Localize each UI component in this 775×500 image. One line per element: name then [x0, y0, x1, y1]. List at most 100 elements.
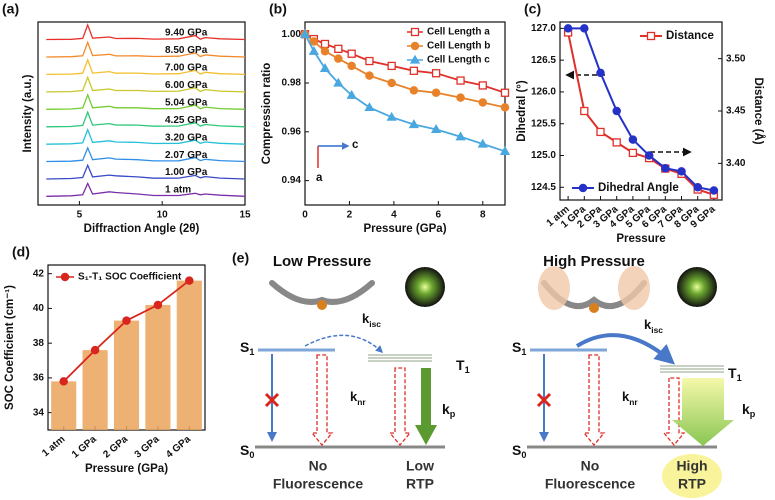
plot-frame	[304, 21, 506, 206]
marker	[309, 37, 319, 46]
marker	[122, 316, 131, 325]
plot-frame	[37, 21, 246, 206]
rtp-arrow	[672, 378, 734, 446]
s1-label: S1	[240, 339, 254, 358]
marker	[499, 146, 511, 155]
x-tick-label: 10	[157, 210, 169, 221]
x-tick-label: 2	[347, 210, 353, 221]
bar	[82, 350, 108, 430]
y-tick-label: 1.00	[282, 29, 302, 40]
y-tick-label: 42	[33, 268, 45, 279]
marker	[430, 124, 442, 134]
s1-label-main: S	[240, 339, 249, 355]
spectrum	[46, 110, 246, 128]
kisc-label-main: k	[644, 317, 652, 332]
marker	[387, 61, 396, 71]
x-tick-label: 0	[302, 210, 308, 221]
t1-label: T1	[728, 365, 742, 384]
y-tick-label: 0.98	[282, 78, 302, 89]
hand	[618, 266, 650, 310]
s1-label-sub: 1	[249, 347, 254, 357]
series-label: 4.25 GPa	[165, 115, 208, 126]
y2-tick-label: 3.40	[726, 158, 746, 169]
x-tick-label: 3 GPa	[133, 434, 162, 461]
knr-label-sub: nr	[629, 397, 638, 407]
y-tick-label: 126.5	[531, 55, 556, 66]
x-axis-label: Pressure	[616, 233, 665, 245]
s0-label: S0	[240, 442, 254, 461]
panel-label: (a)	[2, 1, 19, 17]
panel-title: High Pressure	[543, 253, 645, 270]
series-line	[568, 27, 715, 192]
spectrum	[46, 127, 246, 145]
marker	[477, 138, 488, 148]
y-tick-label: 36	[33, 373, 45, 384]
hollow-arrow	[582, 354, 606, 447]
knr-label: knr	[350, 389, 366, 407]
s1-label-sub: 1	[521, 347, 526, 357]
outcome-label: RTP	[678, 476, 706, 492]
t1-label: T1	[456, 357, 470, 376]
blocked-mark	[264, 392, 280, 408]
blocked-mark	[536, 392, 552, 408]
y-tick-label: 126.0	[531, 87, 556, 98]
spectrum	[46, 181, 246, 197]
bar	[113, 320, 140, 430]
emission-photo	[405, 267, 445, 307]
marker	[386, 111, 397, 121]
x-axis-label: Pressure (GPa)	[85, 463, 168, 475]
marker	[596, 68, 605, 78]
marker	[334, 54, 343, 63]
marker	[580, 24, 589, 33]
y-tick-label: 0.94	[282, 175, 302, 186]
marker	[334, 44, 343, 53]
marker	[409, 86, 419, 95]
series-label: 2.07 GPa	[165, 150, 208, 161]
x-tick-label: 15	[239, 210, 251, 221]
spectrum	[46, 92, 246, 110]
legend-label: Cell Length a	[427, 27, 490, 38]
hollow-arrow	[310, 354, 334, 447]
kp-label: kp	[742, 401, 756, 420]
kisc-label-sub: isc	[651, 325, 663, 335]
panel-label: (b)	[269, 1, 287, 17]
x-tick-label: 8	[480, 210, 486, 221]
marker	[456, 93, 465, 102]
emission-photo	[677, 267, 717, 307]
kp-label-sub: p	[450, 409, 456, 419]
outcome-label: No	[309, 458, 328, 474]
s0-label-sub: 0	[249, 450, 254, 460]
series-label: 5.04 GPa	[165, 97, 208, 108]
marker	[431, 69, 441, 78]
s0-label-sub: 0	[521, 450, 526, 460]
s0-label-main: S	[240, 442, 249, 458]
marker	[431, 88, 441, 98]
legend-label: Cell Length b	[427, 41, 490, 52]
marker	[456, 76, 465, 85]
marker	[153, 300, 163, 310]
outcome-label: Low	[406, 458, 434, 474]
isc-arrow	[575, 333, 676, 365]
marker	[308, 45, 320, 55]
marker	[299, 28, 311, 38]
y-axis-label: Compression ratio	[261, 63, 273, 165]
spectrum	[46, 40, 246, 58]
legend-label: Dihedral Angle	[598, 182, 679, 194]
marker	[596, 127, 605, 137]
knr-label-main: k	[350, 389, 358, 404]
marker	[646, 31, 656, 41]
panel-title: Low Pressure	[273, 253, 371, 270]
y-tick-label: 0.96	[282, 126, 302, 137]
s1-label-main: S	[512, 339, 521, 355]
t1-label-main: T	[728, 365, 737, 381]
kisc-label-main: k	[362, 311, 370, 326]
y-tick-label: 40	[33, 303, 45, 314]
t1-label-sub: 1	[737, 373, 742, 383]
panel-label: (d)	[12, 244, 30, 260]
marker	[365, 71, 374, 80]
marker	[364, 102, 375, 112]
hollow-arrow	[388, 367, 412, 447]
knr-label: knr	[622, 389, 638, 407]
y-tick-label: 125.0	[531, 150, 556, 161]
y-tick-label: 34	[33, 407, 45, 418]
